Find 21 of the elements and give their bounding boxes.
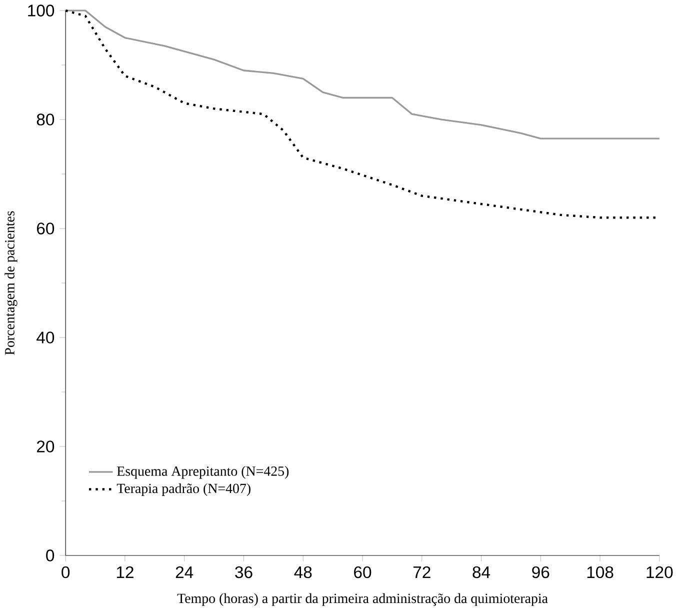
x-tick-label: 72 — [413, 566, 430, 578]
y-tick-label: 100 — [28, 4, 54, 17]
x-axis-title: Tempo (horas) a partir da primeira administração da quimioterapia — [177, 594, 548, 606]
x-tick-label: 84 — [472, 566, 490, 578]
y-tick-label: 80 — [36, 114, 54, 126]
legend-label: Terapia padrão (N=407) — [116, 484, 250, 496]
x-tick-label: 48 — [294, 566, 312, 578]
y-tick-label: 40 — [36, 332, 54, 344]
x-tick-label: 24 — [176, 566, 194, 578]
x-tick-label: 120 — [646, 566, 673, 578]
x-tick-label: 36 — [235, 566, 252, 578]
y-tick-label: 20 — [36, 440, 54, 453]
legend-label: Esquema Aprepitanto (N=425) — [117, 466, 289, 479]
x-tick-label: 96 — [532, 566, 550, 578]
x-tick-label: 12 — [116, 566, 134, 578]
x-tick-label: 108 — [587, 566, 614, 578]
y-tick-label: 0 — [46, 550, 54, 562]
x-tick-label: 0 — [62, 566, 70, 578]
y-axis-title: Porcentagem de pacientes — [4, 211, 18, 356]
x-tick-label: 60 — [354, 566, 372, 578]
y-tick-label: 60 — [37, 222, 54, 235]
